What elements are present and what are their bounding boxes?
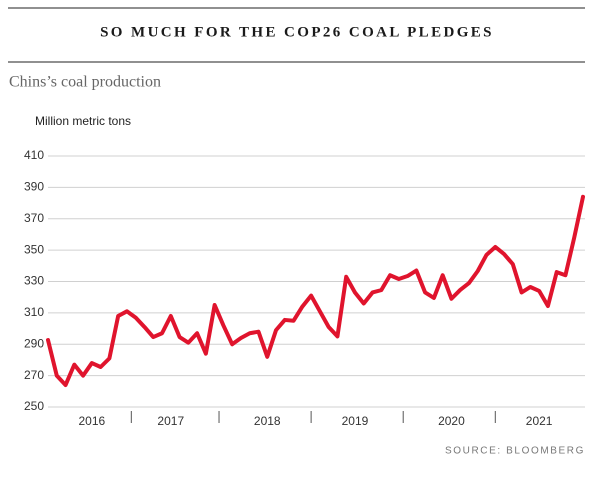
y-tick-label: 310 — [24, 305, 44, 319]
source: SOURCE: BLOOMBERG — [445, 446, 585, 457]
x-tick-label: 2018 — [254, 414, 281, 428]
x-tick-label: 2016 — [79, 414, 106, 428]
y-tick-label: 250 — [24, 399, 44, 413]
y-tick-label: 390 — [24, 180, 44, 194]
y-axis-label: Million metric tons — [35, 114, 131, 128]
x-tick-label: 2017 — [157, 414, 184, 428]
chart-title: SO MUCH FOR THE COP26 COAL PLEDGES — [100, 24, 494, 40]
chart-subtitle: Chins’s coal production — [9, 74, 161, 91]
y-tick-label: 330 — [24, 274, 44, 288]
y-tick-label: 410 — [24, 148, 44, 162]
y-tick-label: 370 — [24, 211, 44, 225]
y-tick-label: 290 — [24, 336, 44, 350]
y-tick-label: 350 — [24, 242, 44, 256]
data-line — [46, 194, 585, 388]
x-tick-label: 2021 — [526, 414, 553, 428]
x-tick-label: 2019 — [342, 414, 369, 428]
y-tick-label: 270 — [24, 368, 44, 382]
x-tick-label: 2020 — [438, 414, 465, 428]
